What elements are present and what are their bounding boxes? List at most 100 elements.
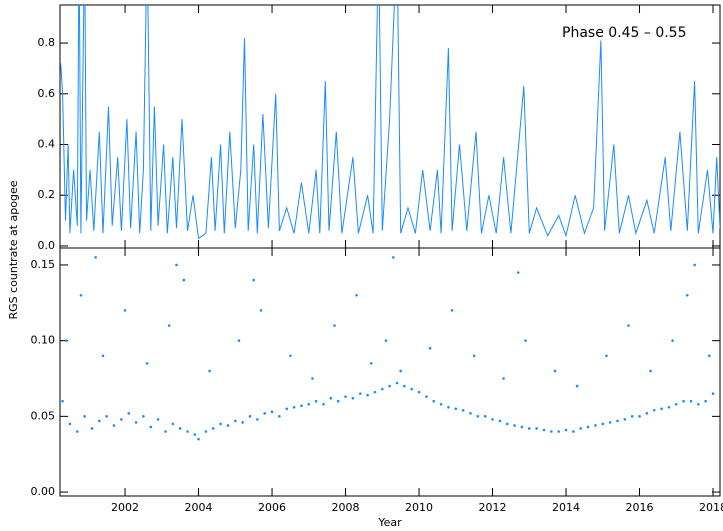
y-tick-label: 0.0 bbox=[38, 239, 56, 252]
point bbox=[105, 415, 108, 418]
point bbox=[134, 421, 138, 424]
plot-frame bbox=[59, 247, 721, 497]
point bbox=[241, 421, 244, 424]
point bbox=[586, 425, 590, 429]
point bbox=[175, 263, 178, 267]
y-tick-label: 0.00 bbox=[31, 485, 56, 498]
point bbox=[572, 430, 575, 433]
point bbox=[652, 409, 656, 412]
point bbox=[553, 369, 557, 373]
point bbox=[61, 399, 64, 403]
point bbox=[483, 415, 487, 418]
point bbox=[186, 430, 189, 433]
point bbox=[300, 404, 303, 408]
point bbox=[395, 381, 399, 385]
series-line bbox=[60, 5, 720, 240]
point bbox=[237, 339, 241, 342]
point bbox=[410, 387, 413, 391]
point bbox=[693, 263, 696, 267]
point bbox=[112, 424, 116, 427]
point bbox=[178, 427, 182, 430]
y-tick-label: 0.2 bbox=[38, 188, 56, 201]
x-tick-label: 2012 bbox=[479, 501, 507, 514]
point bbox=[355, 293, 358, 297]
point bbox=[123, 309, 127, 312]
point bbox=[145, 362, 149, 365]
point bbox=[156, 418, 160, 421]
point bbox=[120, 418, 123, 421]
point bbox=[450, 309, 454, 312]
y-tick-label: 0.05 bbox=[31, 409, 56, 422]
point bbox=[336, 399, 340, 403]
point bbox=[579, 427, 583, 430]
point bbox=[491, 418, 494, 421]
point bbox=[432, 399, 436, 403]
point bbox=[608, 421, 612, 424]
point bbox=[211, 427, 215, 430]
point bbox=[98, 419, 101, 423]
point bbox=[79, 293, 83, 297]
point bbox=[285, 407, 289, 411]
point bbox=[289, 354, 292, 358]
point bbox=[682, 399, 685, 403]
point bbox=[527, 427, 531, 430]
plot-area bbox=[60, 5, 720, 240]
point bbox=[502, 377, 505, 380]
point bbox=[380, 387, 384, 391]
point bbox=[369, 362, 373, 365]
x-tick-label: 2010 bbox=[405, 501, 433, 514]
point bbox=[708, 354, 711, 358]
point bbox=[90, 427, 94, 430]
point bbox=[461, 409, 465, 412]
point bbox=[263, 412, 266, 415]
point bbox=[425, 395, 428, 398]
point bbox=[697, 402, 700, 406]
point bbox=[233, 419, 237, 423]
point bbox=[171, 422, 175, 426]
point bbox=[601, 422, 605, 426]
point bbox=[64, 339, 68, 342]
point bbox=[454, 407, 458, 411]
point bbox=[167, 324, 171, 327]
x-axis-title: Year bbox=[377, 516, 402, 529]
x-tick-label: 2004 bbox=[185, 501, 213, 514]
point bbox=[594, 424, 597, 427]
point bbox=[439, 402, 443, 406]
point bbox=[358, 392, 362, 395]
point bbox=[660, 407, 663, 411]
point bbox=[469, 412, 472, 415]
y-tick-label: 0.6 bbox=[38, 87, 56, 100]
point bbox=[498, 419, 502, 423]
point bbox=[219, 422, 222, 426]
point bbox=[616, 419, 619, 423]
point bbox=[226, 424, 230, 427]
point bbox=[447, 405, 450, 409]
point bbox=[373, 390, 377, 394]
point bbox=[270, 410, 274, 414]
point bbox=[329, 396, 333, 400]
point bbox=[252, 278, 255, 282]
point bbox=[520, 425, 524, 429]
point bbox=[649, 369, 652, 373]
point bbox=[68, 422, 72, 426]
point bbox=[417, 390, 421, 394]
point bbox=[472, 354, 476, 358]
point bbox=[208, 369, 211, 373]
point bbox=[516, 271, 520, 274]
point bbox=[182, 278, 186, 282]
point bbox=[307, 402, 311, 406]
point bbox=[505, 422, 509, 426]
point bbox=[75, 430, 79, 433]
x-tick-label: 2014 bbox=[552, 501, 580, 514]
point bbox=[197, 437, 200, 441]
point bbox=[403, 384, 406, 388]
point bbox=[142, 415, 145, 418]
y-tick-label: 0.4 bbox=[38, 138, 56, 151]
plot-area bbox=[61, 256, 715, 441]
point bbox=[311, 377, 314, 380]
x-tick-label: 2016 bbox=[626, 501, 654, 514]
point bbox=[564, 428, 568, 432]
point bbox=[351, 396, 355, 400]
point bbox=[392, 256, 395, 259]
